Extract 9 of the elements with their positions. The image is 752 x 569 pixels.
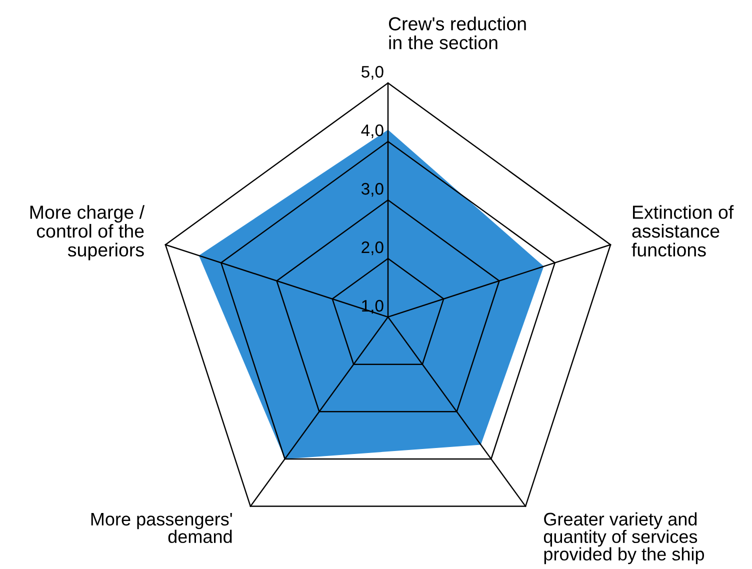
y-tick-label: 4,0 xyxy=(361,124,384,138)
spoke-label: Greater variety and quantity of services provided by the ship xyxy=(544,512,704,564)
spoke-label: Crew's reduction in the section xyxy=(388,16,526,50)
spoke-label: More charge / control of the superiors xyxy=(30,205,145,260)
y-tick-label: 2,0 xyxy=(362,241,384,256)
y-tick-label: 3,0 xyxy=(361,182,384,197)
spoke-label: More passengers' demand xyxy=(91,512,232,544)
y-tick-label: 5,0 xyxy=(362,66,384,80)
spoke-label: Extinction of assistance functions xyxy=(632,205,734,257)
